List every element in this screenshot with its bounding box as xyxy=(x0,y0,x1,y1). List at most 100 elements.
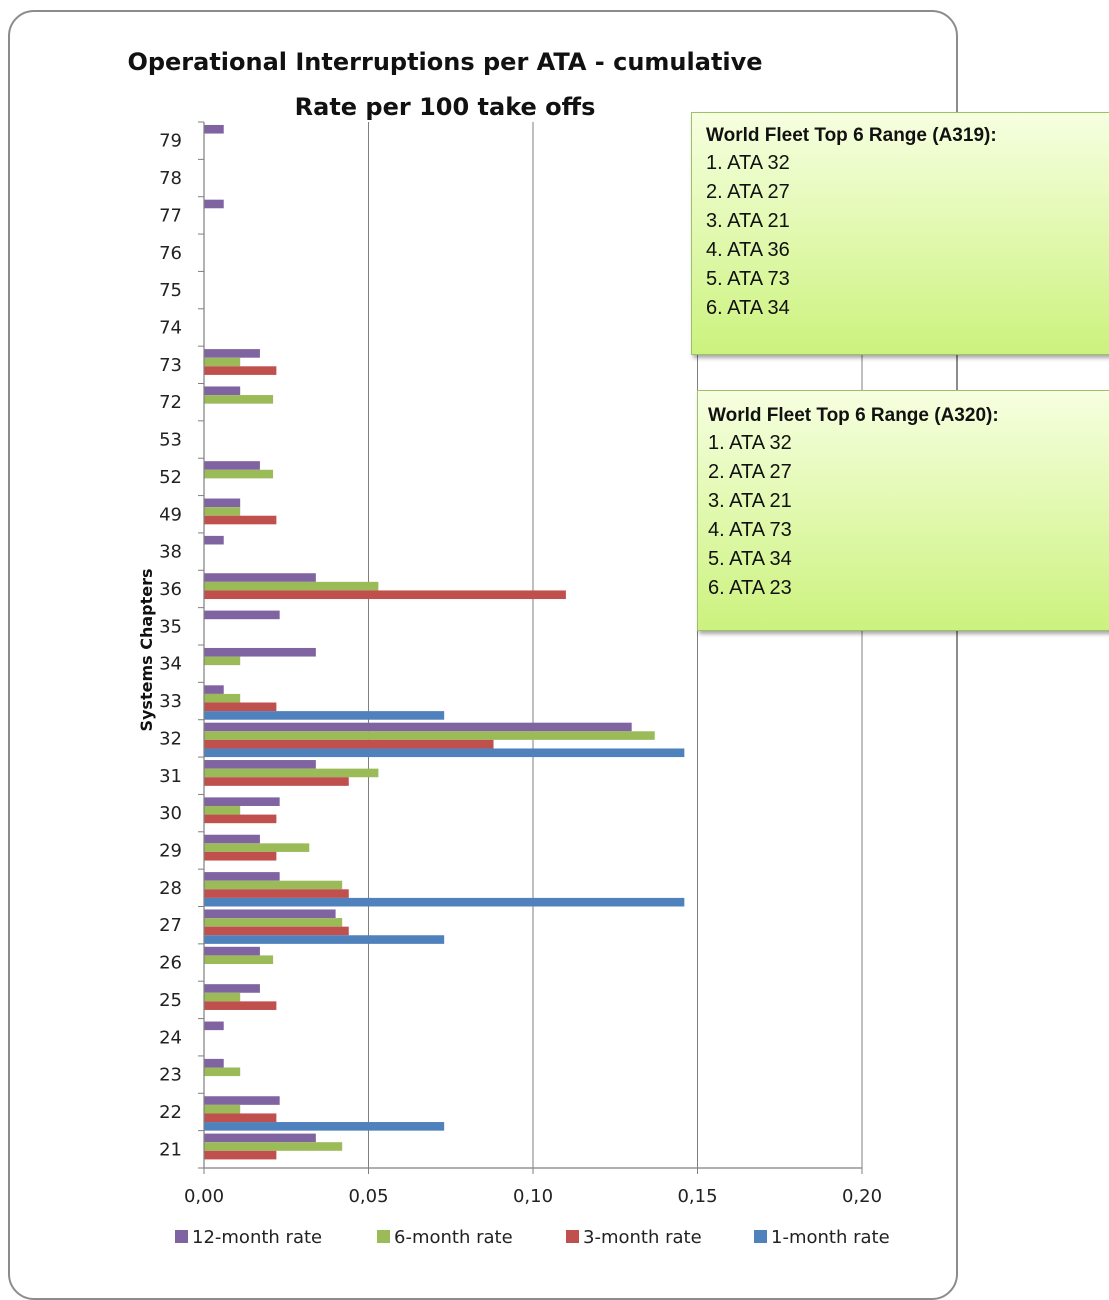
y-tick-label: 23 xyxy=(159,1065,182,1086)
bar xyxy=(204,926,349,936)
y-tick-label: 76 xyxy=(159,243,182,264)
y-tick-label: 52 xyxy=(159,467,182,488)
bar xyxy=(204,199,224,209)
bar xyxy=(204,1001,277,1010)
bar xyxy=(204,1142,343,1151)
bar xyxy=(204,909,336,919)
bar xyxy=(204,897,685,907)
x-tick-label: 0,00 xyxy=(184,1186,224,1207)
bar xyxy=(204,1096,280,1105)
y-tick-label: 34 xyxy=(159,654,182,675)
bar xyxy=(204,955,274,965)
bar xyxy=(204,992,241,1002)
axes: 0,00 0,05 0,10 0,15 0,20 21 22 23 24 25 26 27 28 29 30… xyxy=(159,121,882,1207)
y-tick-label: 33 xyxy=(159,691,182,712)
a319-note-item: 2. ATA 27 xyxy=(706,181,790,203)
y-tick-label: 22 xyxy=(159,1102,182,1123)
bar xyxy=(204,1150,277,1160)
bar xyxy=(204,386,241,396)
y-tick-label: 29 xyxy=(159,840,182,861)
x-tick-label: 0,10 xyxy=(513,1186,553,1207)
a320-note-item: 4. ATA 73 xyxy=(708,519,792,541)
bar xyxy=(204,748,685,758)
bar xyxy=(204,1122,445,1131)
chart-title-line-1: Operational Interruptions per ATA - cumu… xyxy=(127,48,762,76)
y-tick-label: 74 xyxy=(159,317,182,338)
bar xyxy=(204,768,379,778)
y-tick-label: 24 xyxy=(159,1027,182,1048)
bar xyxy=(204,797,280,806)
bar xyxy=(204,349,260,358)
bar xyxy=(204,731,655,740)
y-tick-label: 25 xyxy=(159,990,182,1011)
legend-swatch xyxy=(377,1230,390,1243)
bar xyxy=(204,843,310,852)
bar xyxy=(204,722,632,732)
bar xyxy=(204,814,277,824)
a319-top6-note: World Fleet Top 6 Range (A319): 1. ATA 3… xyxy=(691,112,1109,355)
y-tick-label: 28 xyxy=(159,878,182,899)
bars xyxy=(204,124,685,1160)
bar xyxy=(204,610,280,620)
legend: 12-month rate 6-month rate 3-month rate 1-m… xyxy=(175,1227,890,1248)
bar xyxy=(204,395,274,404)
bar xyxy=(204,935,445,944)
bar xyxy=(204,1113,277,1123)
bar xyxy=(204,805,241,815)
a319-note-item: 5. ATA 73 xyxy=(706,268,790,290)
legend-label: 6-month rate xyxy=(394,1227,513,1248)
legend-label: 12-month rate xyxy=(192,1227,322,1248)
bar xyxy=(204,851,277,861)
chart-title-line-2: Rate per 100 take offs xyxy=(295,93,596,121)
a320-note-title: World Fleet Top 6 Range (A320): xyxy=(708,405,999,426)
bar xyxy=(204,357,241,367)
bar xyxy=(204,1104,241,1114)
a319-note-item: 4. ATA 36 xyxy=(706,239,790,261)
bar xyxy=(204,507,241,516)
bar xyxy=(204,918,343,927)
y-tick-label: 35 xyxy=(159,616,182,637)
y-tick-label: 79 xyxy=(159,131,182,152)
bar xyxy=(204,777,349,786)
bar xyxy=(204,946,260,956)
bar xyxy=(204,515,277,525)
bar xyxy=(204,889,349,898)
bar xyxy=(204,685,224,694)
bar xyxy=(204,739,494,749)
legend-swatch xyxy=(175,1230,188,1243)
bar xyxy=(204,581,379,591)
bar xyxy=(204,1133,316,1143)
legend-swatch xyxy=(754,1230,767,1243)
bar xyxy=(204,834,260,844)
bar xyxy=(204,535,224,545)
bar xyxy=(204,1067,241,1077)
bar xyxy=(204,702,277,712)
y-tick-label: 26 xyxy=(159,953,182,974)
bar xyxy=(204,1058,224,1068)
y-tick-label: 49 xyxy=(159,504,182,525)
a320-note-item: 3. ATA 21 xyxy=(708,490,792,512)
y-tick-label: 31 xyxy=(159,766,182,787)
y-tick-label: 38 xyxy=(159,542,182,563)
bar xyxy=(204,693,241,703)
legend-label: 1-month rate xyxy=(771,1227,890,1248)
x-tick-label: 0,15 xyxy=(677,1186,717,1207)
y-tick-label: 30 xyxy=(159,803,182,824)
y-tick-label: 36 xyxy=(159,579,182,600)
y-tick-label: 73 xyxy=(159,355,182,376)
legend-label: 3-month rate xyxy=(583,1227,702,1248)
a320-top6-note: World Fleet Top 6 Range (A320): 1. ATA 3… xyxy=(697,390,1109,631)
a319-note-item: 6. ATA 34 xyxy=(706,297,790,319)
y-axis-label: Systems Chapters xyxy=(137,568,156,731)
x-tick-label: 0,05 xyxy=(348,1186,388,1207)
bar xyxy=(204,872,280,881)
y-tick-label: 77 xyxy=(159,205,182,226)
bar xyxy=(204,656,241,666)
bar xyxy=(204,124,224,134)
bar xyxy=(204,760,316,769)
a319-note-item: 1. ATA 32 xyxy=(706,152,790,174)
bar xyxy=(204,880,343,890)
bar xyxy=(204,711,445,720)
y-tick-label: 78 xyxy=(159,168,182,189)
x-tick-label: 0,20 xyxy=(842,1186,882,1207)
